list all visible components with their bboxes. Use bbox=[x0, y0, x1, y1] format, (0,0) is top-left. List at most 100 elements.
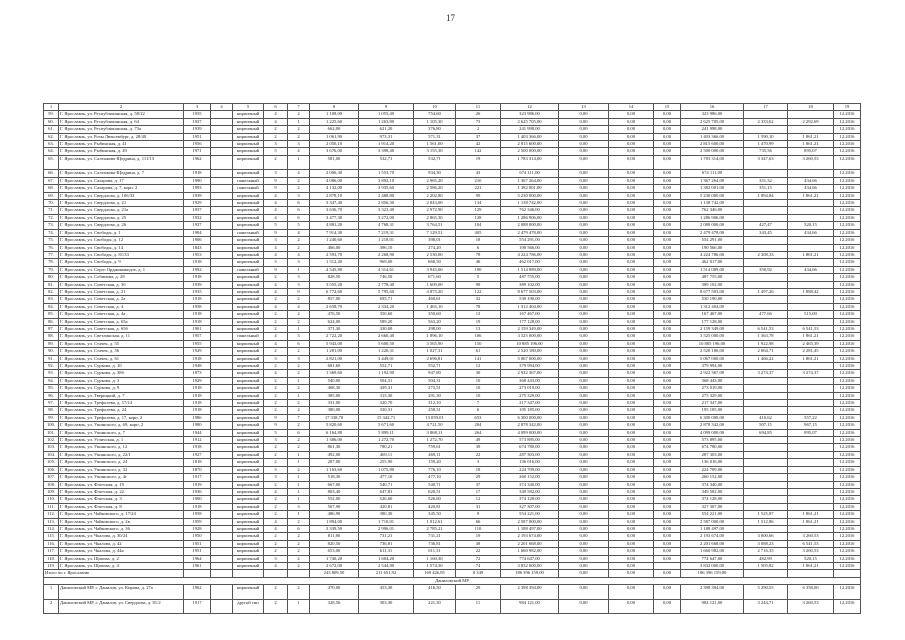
table-cell: 653 bbox=[455, 413, 501, 423]
address-cell: Г. Ярославль, ул. Щапова, д. 4 bbox=[58, 561, 184, 571]
table-cell: 1 914,20 bbox=[358, 140, 414, 149]
table-cell: 0,00 bbox=[608, 384, 654, 393]
table-cell: 80. bbox=[43, 273, 59, 282]
table-cell: 19 bbox=[455, 532, 501, 541]
table-cell: 111. bbox=[43, 502, 59, 512]
table-cell: 0,00 bbox=[558, 436, 609, 445]
table-cell: 0,00 bbox=[653, 213, 681, 223]
table-cell: 3 088,23 bbox=[743, 539, 788, 549]
table-cell: 2 bbox=[263, 310, 288, 319]
table-cell: 26 bbox=[455, 110, 501, 119]
address-cell: Г. Ярославль, ул. Советская, д. 4а bbox=[58, 310, 184, 319]
table-cell: 1918 bbox=[183, 317, 211, 326]
table-cell: 0,00 bbox=[558, 147, 609, 156]
table-cell: 374 128,00 bbox=[680, 495, 744, 504]
table-cell: 13 059,01 bbox=[413, 413, 456, 423]
table-cell: 0,00 bbox=[558, 532, 609, 541]
table-cell: 0,00 bbox=[608, 176, 654, 186]
table-cell: 12.2016 bbox=[833, 228, 861, 238]
table-cell: 3 bbox=[263, 354, 288, 364]
table-cell: кирпичный bbox=[232, 443, 264, 452]
table-cell: 71. bbox=[43, 206, 59, 215]
address-cell: Г. Ярославль, ул. Чайковского, д. 17/24 bbox=[58, 510, 184, 519]
table-cell: 389 102,00 bbox=[500, 280, 559, 289]
table-cell: 84. bbox=[43, 302, 59, 312]
table-cell: 5 bbox=[263, 221, 288, 230]
table-row: 65. Г. Ярославль, ул. Салтыкова-Щедрина, … bbox=[43, 154, 861, 171]
table-cell: 7 bbox=[455, 399, 501, 408]
table-cell: 0,00 bbox=[558, 369, 609, 378]
address-cell: Г. Ярославль, ул. Серго Орджоникидзе, д.… bbox=[58, 265, 184, 275]
table-cell bbox=[210, 413, 233, 423]
table-cell: 92. bbox=[43, 361, 59, 371]
table-cell: 30 bbox=[455, 369, 501, 378]
table-cell: 0,00 bbox=[608, 110, 654, 119]
table-cell: 2 bbox=[287, 406, 310, 415]
table-cell: 1 505,82 bbox=[743, 561, 788, 571]
table-cell: 2 bbox=[263, 584, 288, 600]
table-cell: 320,70 bbox=[358, 399, 414, 408]
table-cell: 934,30 bbox=[413, 169, 456, 178]
table-cell bbox=[210, 547, 233, 556]
table-cell: 3 347,63 bbox=[743, 154, 788, 171]
table-cell: 0,00 bbox=[653, 436, 681, 445]
table-cell: 0,00 bbox=[558, 176, 609, 186]
table-cell: 466,00 bbox=[309, 243, 359, 252]
table-cell: 621,20 bbox=[358, 125, 414, 134]
table-cell: 29 bbox=[455, 584, 501, 600]
table-cell: 0,00 bbox=[608, 243, 654, 252]
table-cell: 350,60 bbox=[413, 310, 456, 319]
table-cell: 12.2016 bbox=[833, 524, 861, 534]
table-cell: 368 443,00 bbox=[680, 376, 744, 386]
column-header: 14 bbox=[608, 102, 654, 112]
table-cell: 820,50 bbox=[309, 539, 359, 549]
table-cell: 6 bbox=[287, 428, 310, 438]
table-cell: 4 875,20 bbox=[413, 287, 456, 297]
table-cell: 2 815 600,00 bbox=[680, 140, 744, 149]
table-cell: 0,00 bbox=[558, 117, 609, 127]
table-cell: 520,15 bbox=[787, 221, 834, 230]
table-cell: 12.2016 bbox=[833, 191, 861, 201]
table-cell bbox=[787, 495, 834, 504]
table-cell: 0,00 bbox=[558, 421, 609, 430]
table-cell: 1919 bbox=[183, 480, 211, 489]
table-cell: 1 382 001,00 bbox=[500, 184, 559, 193]
table-cell: 1 525,87 bbox=[743, 510, 788, 519]
table-cell: 2 593,70 bbox=[309, 250, 359, 260]
address-cell: Г. Ярославль, ул. Стачек, д. 56 bbox=[58, 347, 184, 356]
table-cell: 380,00 bbox=[309, 406, 359, 415]
table-cell: 2 334,20 bbox=[358, 302, 414, 312]
address-cell: Г. Ярославль, ул. Ушинского, д. 22/1 bbox=[58, 450, 184, 460]
table-row: 87. Г. Ярославль, ул. Советская, д. 65б 19… bbox=[43, 324, 861, 334]
address-cell: Г. Ярославль, ул. Флотская, д. 22 bbox=[58, 487, 184, 497]
table-cell: 552,71 bbox=[358, 361, 414, 371]
table-cell: 2 530,00 bbox=[413, 250, 456, 260]
table-cell: 3 260,53 bbox=[787, 154, 834, 171]
table-cell bbox=[833, 569, 861, 578]
table-cell: 74 bbox=[455, 561, 501, 571]
table-cell: 12.2016 bbox=[833, 332, 861, 341]
table-cell: 78 bbox=[455, 302, 501, 312]
table-cell: 0,00 bbox=[608, 213, 654, 223]
table-cell: 0,00 bbox=[558, 487, 609, 497]
table-cell: 1 105,30 bbox=[413, 117, 456, 127]
table-cell: 3 676,00 bbox=[309, 147, 359, 156]
table-cell: 108. bbox=[43, 480, 59, 489]
table-cell bbox=[210, 317, 233, 326]
table-cell: кирпичный bbox=[232, 140, 264, 149]
table-cell: 3 398,40 bbox=[358, 147, 414, 156]
table-cell: 2 bbox=[287, 243, 310, 252]
table-cell: 2 bbox=[287, 443, 310, 452]
table-cell bbox=[210, 310, 233, 319]
table-cell: 1980 bbox=[183, 421, 211, 430]
table-cell: 12.2016 bbox=[833, 206, 861, 215]
table-cell: 0,00 bbox=[653, 399, 681, 408]
table-cell: 190 bbox=[455, 265, 501, 275]
table-cell: 3 565,90 bbox=[413, 339, 456, 349]
table-cell bbox=[210, 480, 233, 489]
address-cell: Г. Ярославль, ул. Свердлова, д. 21 bbox=[58, 199, 184, 208]
table-cell: 482,99 bbox=[743, 554, 788, 563]
table-cell bbox=[743, 199, 788, 208]
table-cell bbox=[743, 273, 788, 282]
table-cell: 736,81 bbox=[413, 539, 456, 549]
